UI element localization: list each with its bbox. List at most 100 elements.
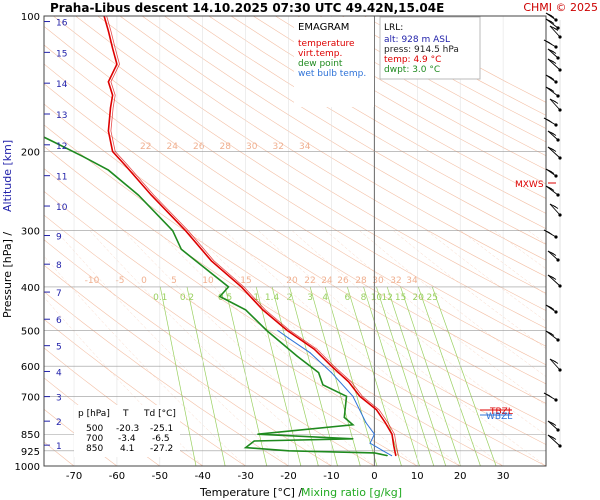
series-line-dew-point bbox=[44, 136, 388, 457]
chart-title: Praha-Libus descent 14.10.2025 07:30 UTC… bbox=[50, 1, 444, 15]
series-point bbox=[382, 450, 384, 452]
mixing-ratio-line bbox=[289, 286, 338, 466]
wbzl-label: WBZL bbox=[486, 412, 512, 422]
mixing-ratio-label: 25 bbox=[427, 293, 438, 303]
adiabat-label: 32 bbox=[273, 142, 284, 152]
series-point bbox=[245, 309, 247, 311]
adiabat-label: 24 bbox=[167, 142, 179, 152]
x-axis-label: Temperature [°C] / bbox=[199, 486, 302, 499]
mixing-ratio-lines: 0.1 0.2 0.5 1 1.4 2 3 4 6 8 10 12 15 20 25 bbox=[153, 286, 497, 466]
legend-temperature: temperature bbox=[298, 39, 355, 49]
series-point bbox=[82, 155, 84, 157]
wind-barb-shaft bbox=[547, 250, 559, 261]
dry-adiabat-line bbox=[141, 16, 546, 261]
moist-adiabat-line bbox=[426, 230, 546, 322]
series-point bbox=[365, 421, 367, 423]
wind-barb-shaft bbox=[549, 203, 561, 216]
altitude-tick-label: 3 bbox=[56, 394, 62, 404]
series-point bbox=[172, 230, 174, 232]
mixing-ratio-line bbox=[224, 286, 268, 466]
axes: -70 -60 -50 -40 -30 -20 -10 0 10 20 30100200300400… bbox=[15, 12, 510, 482]
mixing-ratio-label: 12 bbox=[381, 293, 392, 303]
wind-barb-feather bbox=[548, 187, 555, 191]
series-point bbox=[373, 452, 375, 454]
x-tick-label: 20 bbox=[454, 471, 467, 482]
mixing-ratio-label: 1 bbox=[253, 293, 259, 303]
altitude-tick-label: 1 bbox=[56, 442, 62, 452]
wind-barb-feather bbox=[548, 76, 555, 80]
mxws-marker: MXWS bbox=[515, 180, 556, 190]
adiabat-label: 24 bbox=[321, 276, 333, 286]
adiabat-label: 5 bbox=[171, 276, 177, 286]
mixing-ratio-line bbox=[324, 286, 378, 466]
pressure-tick-label: 700 bbox=[21, 392, 40, 403]
dry-adiabat-line bbox=[44, 44, 546, 366]
series-lines bbox=[44, 16, 399, 457]
series-point bbox=[395, 454, 397, 457]
dry-adiabat-line bbox=[44, 83, 546, 404]
y-axis-label: Pressure [hPa] / bbox=[1, 232, 14, 318]
series-point bbox=[286, 329, 288, 332]
pressure-tick-label: 300 bbox=[21, 227, 40, 238]
adiabat-label: 34 bbox=[406, 276, 418, 286]
lrl-box: LRL: alt: 928 m ASL press: 914.5 hPa tem… bbox=[379, 16, 481, 80]
wind-barb-feather bbox=[552, 27, 559, 31]
pressure-tick-label: 200 bbox=[21, 147, 40, 158]
lrl-dwpt: dwpt: 3.0 °C bbox=[384, 65, 440, 75]
adiabat-label: 34 bbox=[299, 142, 311, 152]
level-table: p [hPa] T Td [°C] 500 -20.3 -25.1 700 -3… bbox=[74, 405, 180, 457]
table-cell: 4.1 bbox=[120, 444, 134, 454]
adiabat-label: 10 bbox=[202, 276, 214, 286]
table-cell: -27.2 bbox=[150, 444, 173, 454]
series-point bbox=[359, 395, 361, 397]
adiabat-label: 15 bbox=[240, 276, 251, 286]
legend-title: EMAGRAM bbox=[298, 22, 349, 33]
altitude-tick-label: 4 bbox=[56, 368, 62, 378]
zero-level-markers: TBZL WBZL bbox=[480, 407, 513, 422]
wind-barb-feather bbox=[550, 148, 557, 152]
series-point bbox=[287, 337, 290, 339]
series-point bbox=[348, 381, 350, 383]
adiabat-label: 26 bbox=[337, 276, 349, 286]
wind-barbs bbox=[543, 12, 562, 448]
altitude-tick-label: 9 bbox=[56, 233, 62, 243]
series-point bbox=[343, 416, 345, 419]
mixing-ratio-line bbox=[363, 286, 420, 466]
lrl-alt: alt: 928 m ASL bbox=[384, 35, 450, 45]
series-line-virtual-temperature bbox=[106, 16, 399, 456]
mixing-ratio-line bbox=[186, 286, 226, 466]
mixing-ratio-label: 15 bbox=[395, 293, 406, 303]
wind-barb-shaft bbox=[549, 358, 561, 371]
mixing-ratio-label: 10 bbox=[371, 293, 383, 303]
dry-adiabat-line bbox=[44, 25, 546, 347]
series-point bbox=[345, 395, 348, 397]
wind-barb-feather bbox=[548, 88, 555, 92]
mixing-ratio-label: 0.5 bbox=[218, 293, 232, 303]
table-cell: -20.3 bbox=[116, 424, 139, 434]
wind-barb-feather bbox=[546, 119, 553, 123]
table-cell: -6.5 bbox=[152, 434, 170, 444]
series-point bbox=[296, 355, 298, 357]
series-point bbox=[313, 348, 315, 350]
altitude-tick-label: 2 bbox=[56, 418, 62, 428]
mixing-ratio-label: 8 bbox=[361, 293, 367, 303]
lrl-title: LRL: bbox=[384, 23, 403, 33]
legend-box: EMAGRAM temperature virt.temp. dew point… bbox=[294, 17, 374, 107]
x-tick-label: -10 bbox=[323, 471, 339, 482]
mixing-ratio-label: 6 bbox=[344, 293, 350, 303]
series-point bbox=[352, 438, 354, 440]
x-tick-label: -70 bbox=[66, 471, 82, 482]
adiabat-label: 32 bbox=[390, 276, 401, 286]
adiabat-label: 30 bbox=[246, 142, 258, 152]
series-point bbox=[391, 433, 393, 435]
table-header-td: Td [°C] bbox=[143, 409, 176, 419]
moist-adiabat-line bbox=[89, 230, 332, 466]
series-point bbox=[112, 94, 114, 96]
table-header-p: p [hPa] bbox=[78, 409, 110, 419]
dry-adiabat-line bbox=[208, 16, 546, 214]
moist-adiabat-line bbox=[123, 230, 375, 466]
wind-barb-shaft bbox=[547, 48, 559, 59]
series-point bbox=[317, 371, 320, 374]
series-point bbox=[219, 295, 221, 298]
wind-barb-feather bbox=[550, 132, 557, 136]
